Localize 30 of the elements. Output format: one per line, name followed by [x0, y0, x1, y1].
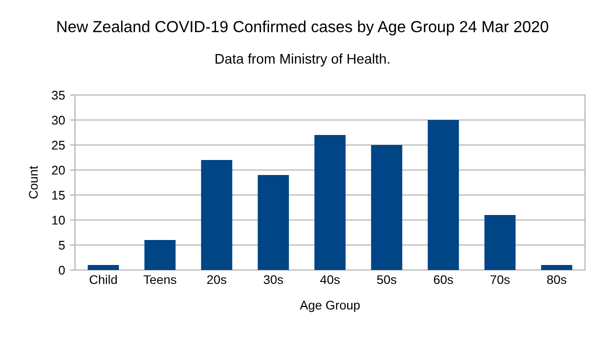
bar [371, 145, 402, 270]
bar [258, 175, 289, 270]
y-tick-label: 0 [58, 266, 65, 275]
x-tick-label: 50s [377, 275, 396, 284]
y-tick-label: 15 [52, 190, 65, 200]
x-tick-label: Child [90, 274, 117, 284]
x-tick-label: 20s [207, 275, 226, 284]
x-axis-title: Age Group [300, 300, 360, 312]
y-tick-label: 10 [52, 216, 65, 225]
chart-subtitle: Data from Ministry of Health. [216, 54, 390, 66]
bar [541, 265, 572, 270]
y-tick-label: 25 [52, 140, 65, 150]
x-tick-label: 70s [490, 275, 510, 284]
bar [428, 120, 459, 270]
x-tick-label: 40s [320, 275, 340, 284]
chart-title: New Zealand COVID-19 Confirmed cases by Age Group 24 Mar 2020 [57, 20, 548, 36]
y-tick-label: 30 [52, 116, 65, 125]
y-tick-label: 5 [58, 240, 65, 250]
y-axis-title: Count [28, 166, 38, 199]
x-tick-label: 30s [264, 275, 283, 284]
bar [314, 135, 346, 270]
bar [88, 265, 119, 270]
bar [144, 240, 176, 270]
x-tick-label: 80s [547, 275, 566, 284]
bar [201, 160, 232, 270]
x-tick-label: 60s [434, 275, 453, 284]
y-tick-label: 20 [52, 166, 65, 175]
x-tick-label: Teens [144, 275, 176, 284]
y-tick-label: 35 [52, 90, 65, 100]
bar [484, 215, 516, 270]
